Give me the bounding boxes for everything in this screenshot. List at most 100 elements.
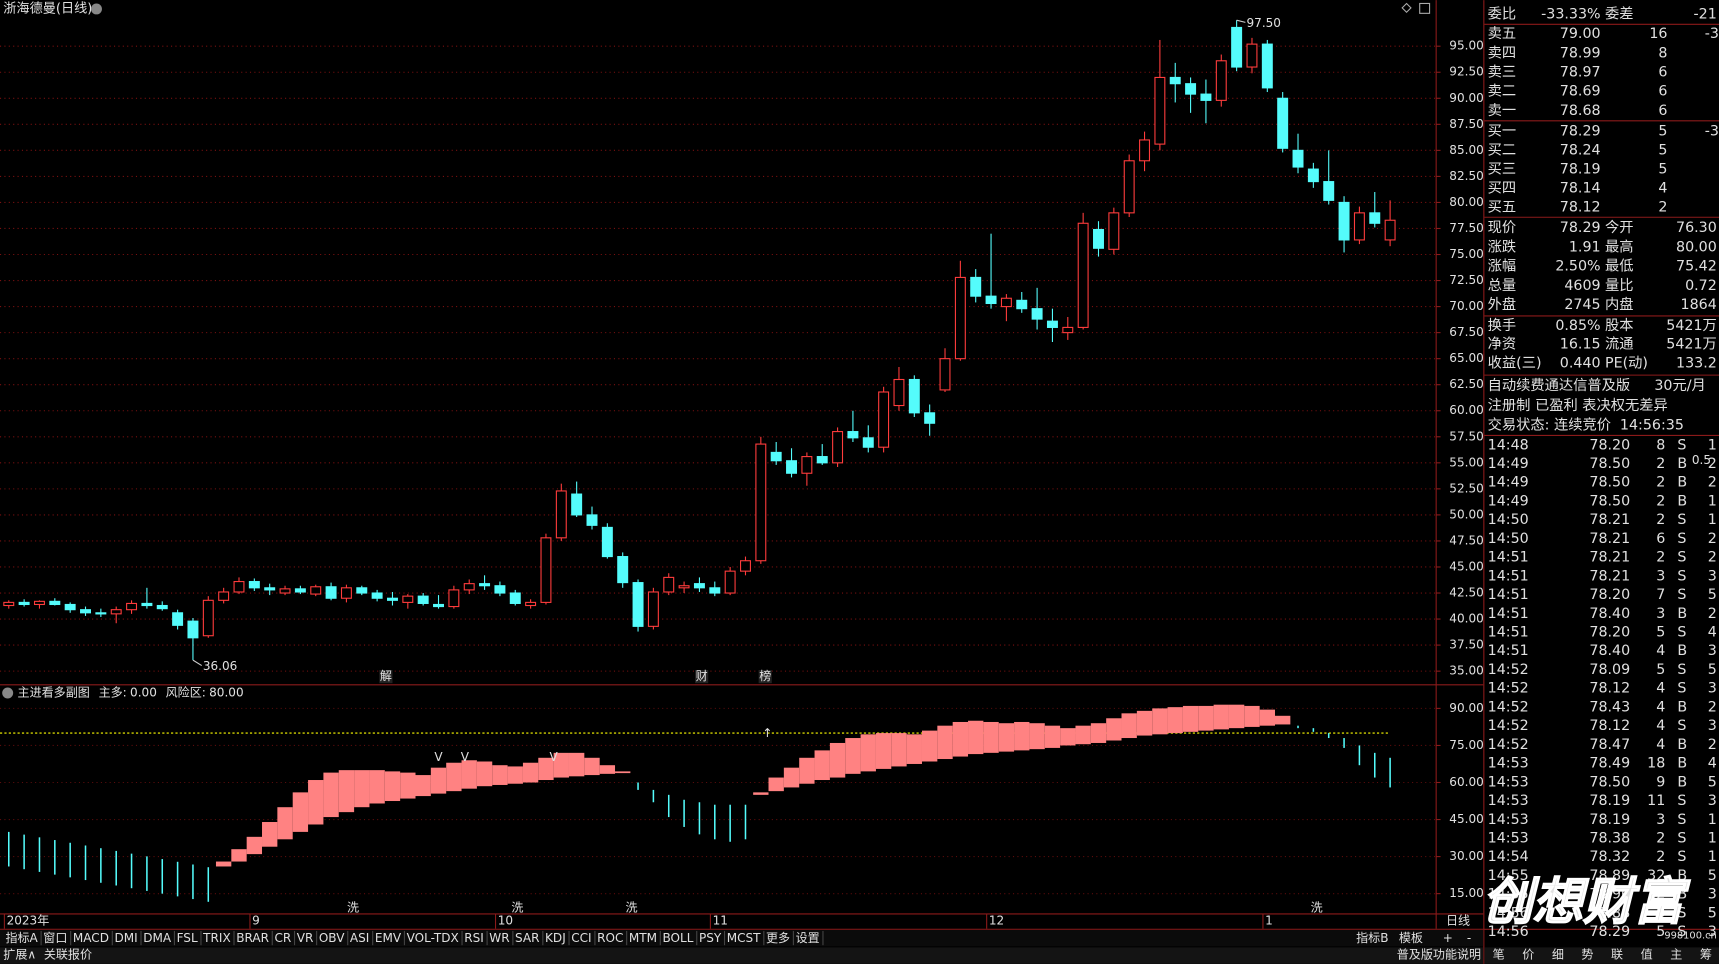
status-help[interactable]: 普及版功能说明 xyxy=(1397,947,1481,962)
panel-tab[interactable]: 势 xyxy=(1581,948,1593,962)
candle-body xyxy=(540,537,552,603)
indicator-tab[interactable]: FSL xyxy=(177,931,198,945)
indicator-tab[interactable]: CR xyxy=(274,931,291,945)
quote-cell: S xyxy=(1677,812,1686,828)
extreme-label: 97.50 xyxy=(1246,16,1281,30)
status-tab[interactable]: 扩展∧ xyxy=(3,948,36,962)
quote-cell: 78.12 xyxy=(1589,681,1630,697)
quote-cell: 14:52 xyxy=(1488,662,1529,678)
quote-cell: 2.50% xyxy=(1555,259,1600,275)
indicator-tab[interactable]: 窗口 xyxy=(43,931,67,945)
candle-body xyxy=(617,556,629,584)
indicator-tab[interactable]: MACD xyxy=(73,931,109,945)
quote-cell: 2 xyxy=(1656,456,1665,472)
indicator-tab[interactable]: MCST xyxy=(727,931,761,945)
quote-cell: 14:55 xyxy=(1488,887,1529,903)
quote-cell: 股本 xyxy=(1605,317,1634,334)
panel-tab[interactable]: 筹 xyxy=(1700,948,1712,962)
candle-body xyxy=(156,604,168,610)
bull-bar xyxy=(1136,710,1153,736)
quote-cell: 1 xyxy=(1708,830,1717,846)
panel-tab[interactable]: 价 xyxy=(1522,948,1534,962)
indicator-tab[interactable]: KDJ xyxy=(545,931,566,945)
indicator-tab[interactable]: RSI xyxy=(464,931,484,945)
indicator-tab[interactable]: VR xyxy=(297,931,314,945)
bull-bar xyxy=(814,750,830,781)
indicator-tab[interactable]: MTM xyxy=(629,931,657,945)
indicator-tab[interactable]: ASI xyxy=(350,931,369,945)
icon-diamond[interactable] xyxy=(1401,2,1412,14)
candle-body xyxy=(1031,308,1043,320)
indicator-tab[interactable]: SAR xyxy=(515,931,540,945)
icon-window[interactable] xyxy=(1419,2,1431,14)
status-tab[interactable]: 关联报价 xyxy=(44,947,92,962)
quote-cell: 卖三 xyxy=(1488,64,1517,81)
y-tick-label: 52.50 xyxy=(1449,481,1484,495)
right-tab[interactable]: 指标B xyxy=(1356,930,1388,945)
indicator-menu-icon[interactable] xyxy=(2,687,14,699)
quote-cell: 卖二 xyxy=(1488,83,1517,100)
bull-bar xyxy=(906,734,922,764)
bull-bar xyxy=(937,725,953,760)
quote-cell: 5 xyxy=(1708,587,1717,603)
indicator-tab[interactable]: 更多 xyxy=(766,931,790,945)
quote-cell: 78.88 xyxy=(1589,905,1630,921)
candle-body xyxy=(448,589,460,608)
event-label[interactable]: 财 xyxy=(696,669,708,683)
candle-body xyxy=(770,451,782,462)
indicator-tab[interactable]: TRIX xyxy=(202,931,231,945)
quote-cell: 14:51 xyxy=(1488,643,1529,659)
indicator-tab[interactable]: BRAR xyxy=(236,931,269,945)
indicator-tab[interactable]: 设置 xyxy=(796,931,820,945)
candle-body xyxy=(463,583,475,591)
panel-tab[interactable]: 笔 xyxy=(1493,947,1505,962)
indicator-tab[interactable]: WR xyxy=(489,931,510,945)
candle-body xyxy=(724,570,736,594)
indicator-tab[interactable]: CCI xyxy=(571,931,591,945)
event-label[interactable]: 解 xyxy=(380,669,392,683)
candle-body xyxy=(555,490,567,539)
panel-tab[interactable]: 细 xyxy=(1552,948,1564,962)
indicator-tab[interactable]: BOLL xyxy=(662,931,693,945)
indicator-tab[interactable]: OBV xyxy=(319,931,345,945)
quote-cell: 1.91 xyxy=(1569,239,1601,255)
candle-body xyxy=(878,391,890,448)
event-label[interactable]: 榜 xyxy=(759,668,771,683)
indicator-tab[interactable]: EMV xyxy=(375,931,402,945)
quote-cell: 14:56:35 xyxy=(1620,418,1684,434)
candle-body xyxy=(709,587,721,594)
indicator-tab[interactable]: DMI xyxy=(114,931,137,945)
bull-bar xyxy=(1044,725,1061,748)
panel-tab[interactable]: 联 xyxy=(1611,948,1623,962)
quote-cell: 2745 xyxy=(1564,297,1600,313)
candle-body xyxy=(110,609,122,615)
candle-body xyxy=(1200,93,1212,101)
quote-cell: 卖一 xyxy=(1488,102,1517,119)
indicator-tab[interactable]: ROC xyxy=(597,931,623,945)
right-tab[interactable]: - xyxy=(1467,931,1471,945)
indicator-tab[interactable]: VOL-TDX xyxy=(407,931,459,945)
quote-cell: 4 xyxy=(1656,718,1665,734)
indicator-tab[interactable]: 指标A xyxy=(5,930,38,945)
panel-tab[interactable]: 主 xyxy=(1670,948,1682,962)
quote-cell: 79.00 xyxy=(1560,26,1601,42)
candle-body xyxy=(678,585,690,589)
panel-tab[interactable]: 值 xyxy=(1641,947,1653,962)
indicator-tab[interactable]: DMA xyxy=(143,931,172,945)
quote-cell: 3 xyxy=(1708,924,1717,940)
right-tab[interactable]: 模板 xyxy=(1399,931,1423,945)
candle-body xyxy=(663,576,675,593)
quote-cell: 卖四 xyxy=(1488,44,1517,61)
quote-cell: 5421万 xyxy=(1666,318,1717,334)
quote-cell: 4 xyxy=(1708,756,1717,772)
right-tab[interactable]: + xyxy=(1443,931,1453,945)
title-menu-icon[interactable] xyxy=(90,3,102,15)
quote-cell: 1 xyxy=(1708,493,1717,509)
quote-cell: S xyxy=(1677,793,1686,809)
quote-cell: 78.29 xyxy=(1560,220,1601,236)
candle-body xyxy=(264,587,276,591)
indicator-tab[interactable]: PSY xyxy=(699,931,722,945)
y-tick-label: 95.00 xyxy=(1449,39,1484,53)
quote-cell: 14:55 xyxy=(1488,868,1529,884)
